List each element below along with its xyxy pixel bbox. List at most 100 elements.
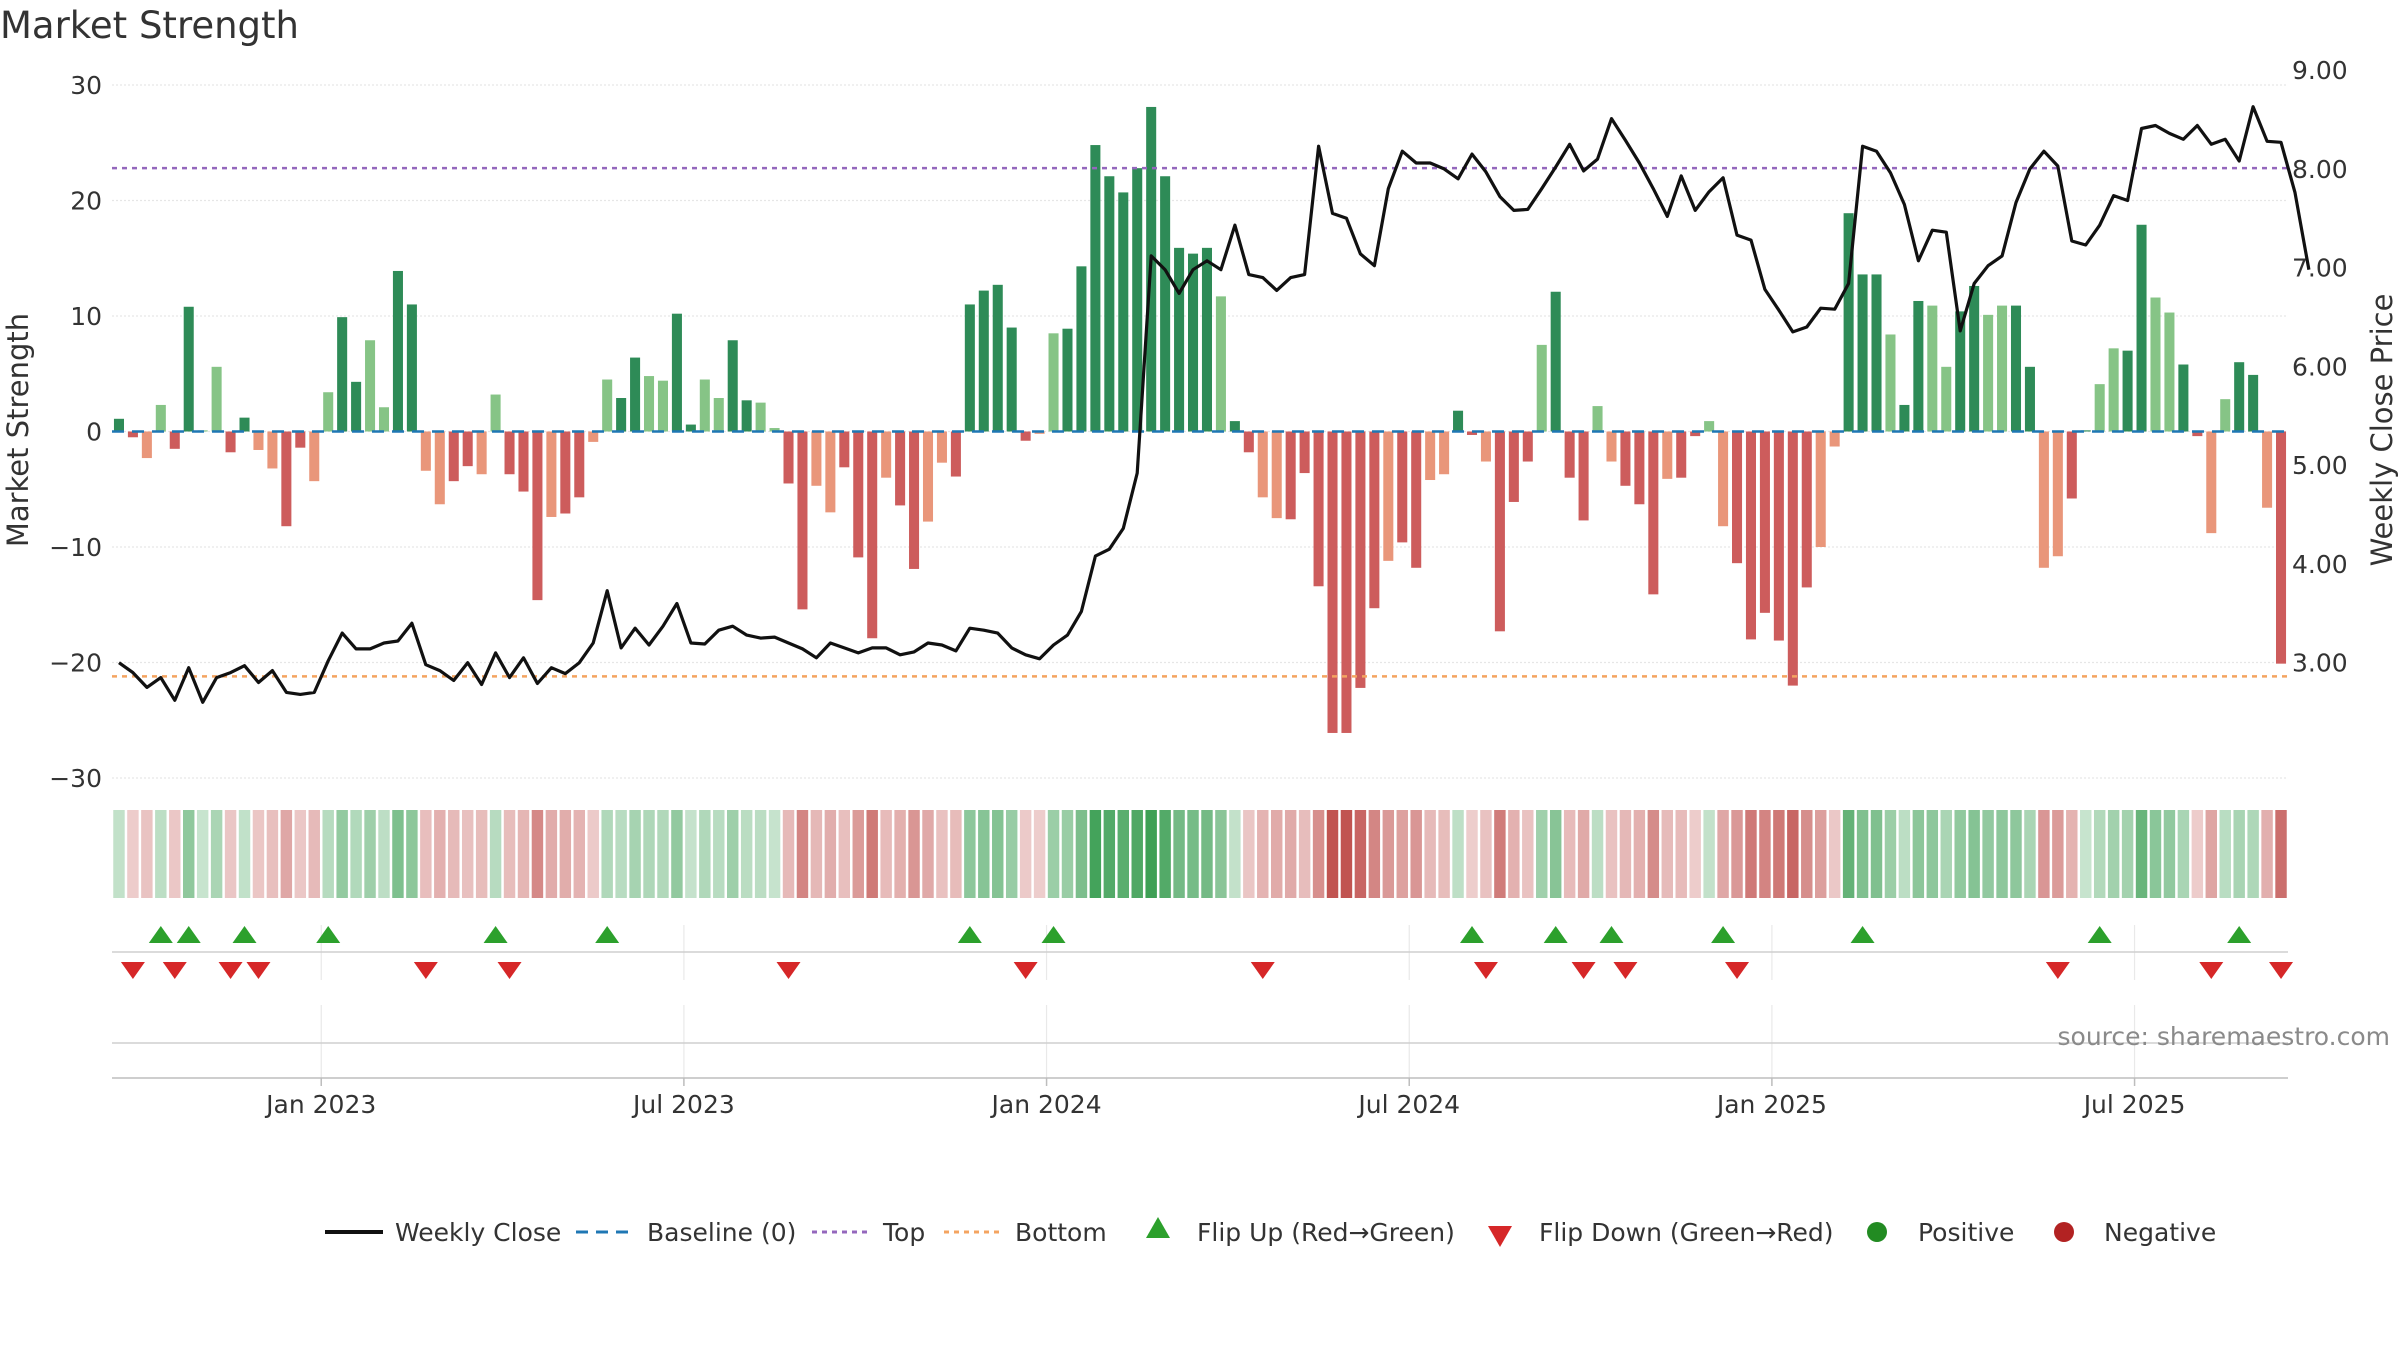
- heat-cell: [1801, 810, 1813, 898]
- heat-cell: [1368, 810, 1381, 898]
- strength-bar-negative: [448, 431, 459, 482]
- strength-bar-positive: [1592, 406, 1603, 432]
- strength-bar-negative: [1425, 431, 1436, 481]
- strength-bar-positive: [365, 340, 376, 432]
- heat-cell: [2247, 810, 2259, 898]
- strength-bar-negative: [1271, 431, 1282, 519]
- heat-cell: [182, 810, 195, 898]
- strength-bar-negative: [225, 431, 236, 453]
- heat-cell: [1549, 810, 1562, 898]
- heat-cell: [113, 810, 125, 898]
- heat-cell: [252, 810, 265, 898]
- heat-cell: [629, 810, 641, 898]
- heat-cell: [880, 810, 892, 898]
- strength-bar-positive: [2024, 366, 2035, 432]
- heat-cell: [1410, 810, 1422, 898]
- heat-cell: [964, 810, 976, 898]
- flip-up-marker: [1850, 926, 1875, 943]
- heat-cell: [1731, 810, 1743, 898]
- strength-bar-negative: [811, 431, 822, 486]
- strength-bar-negative: [1508, 431, 1519, 502]
- strength-bar-negative: [1341, 431, 1352, 733]
- strength-bar-negative: [1494, 431, 1505, 632]
- strength-bar-negative: [1243, 431, 1254, 453]
- heat-cell: [1884, 810, 1897, 898]
- strength-bar-negative: [588, 431, 599, 442]
- heat-cell: [448, 810, 460, 898]
- heat-cell: [1005, 810, 1018, 898]
- heat-cell: [489, 810, 502, 898]
- heat-cell: [824, 810, 837, 898]
- strength-bar-positive: [1453, 410, 1464, 432]
- heat-cell: [2275, 810, 2287, 898]
- strength-bar-positive: [769, 428, 780, 432]
- heat-cell: [517, 810, 530, 898]
- heat-cell: [2261, 810, 2273, 898]
- heat-cell: [1480, 810, 1492, 898]
- flip-down-marker: [1725, 962, 1750, 979]
- strength-bar-positive: [1174, 247, 1185, 432]
- heat-cell: [1145, 810, 1157, 898]
- y-tick-label: 20: [70, 187, 102, 216]
- strength-bar-positive: [1006, 327, 1017, 432]
- strength-bar-positive: [337, 317, 348, 432]
- strength-bar-negative: [1676, 431, 1687, 478]
- heat-cell: [1382, 810, 1395, 898]
- legend-flip-down: Flip Down (Green→Red): [1539, 1218, 1834, 1247]
- strength-bar-positive: [1997, 305, 2008, 432]
- heat-cell: [1940, 810, 1952, 898]
- strength-heat-strip: [113, 810, 2287, 898]
- heat-cell: [545, 810, 558, 898]
- heat-cell: [155, 810, 167, 898]
- strength-bar-negative: [936, 431, 947, 463]
- strength-bar-positive: [1536, 344, 1547, 432]
- heat-cell: [2205, 810, 2218, 898]
- flip-up-marker: [957, 926, 982, 943]
- heat-cell: [1270, 810, 1283, 898]
- strength-bar-negative: [1662, 431, 1673, 479]
- strength-bar-positive: [378, 407, 390, 432]
- strength-bar-negative: [909, 431, 920, 569]
- heat-cell: [1312, 810, 1325, 898]
- heat-cell: [1033, 810, 1046, 898]
- strength-bar-negative: [1327, 431, 1338, 733]
- heat-cell: [796, 810, 809, 898]
- strength-bar-negative: [2066, 431, 2077, 499]
- heat-cell: [1466, 810, 1478, 898]
- heat-cell: [1452, 810, 1464, 898]
- legend-bottom: Bottom: [1015, 1218, 1107, 1247]
- strength-bar-positive: [1913, 300, 1924, 432]
- strength-bar-positive: [1927, 305, 1938, 432]
- heat-cell: [1201, 810, 1213, 898]
- heat-cell: [406, 810, 418, 898]
- heat-cell: [754, 810, 767, 898]
- strength-bar-positive: [1885, 334, 1896, 432]
- heat-cell: [894, 810, 906, 898]
- strength-bar-negative: [2052, 431, 2063, 557]
- heat-cell: [2010, 810, 2022, 898]
- flip-down-marker: [1013, 962, 1038, 979]
- heat-cell: [1577, 810, 1590, 898]
- heat-cell: [336, 810, 348, 898]
- strength-bar-positive: [2122, 350, 2133, 432]
- strength-bar-negative: [169, 431, 180, 449]
- strength-bar-positive: [755, 402, 766, 432]
- heat-cell: [810, 810, 823, 898]
- strength-bar-negative: [141, 431, 152, 459]
- strength-bar-positive: [1160, 176, 1171, 432]
- heat-cell: [838, 810, 851, 898]
- strength-bar-positive: [1983, 314, 1994, 432]
- heat-cell: [936, 810, 948, 898]
- flip-down-marker: [413, 962, 438, 979]
- y2-tick-label: 3.00: [2292, 649, 2348, 678]
- heat-cell: [2024, 810, 2036, 898]
- strength-bar-positive: [657, 380, 668, 432]
- flip-down-marker: [1473, 962, 1498, 979]
- flip-up-marker: [483, 926, 508, 943]
- heat-cell: [1424, 810, 1436, 898]
- heat-cell: [1926, 810, 1939, 898]
- strength-bar-positive: [211, 366, 222, 432]
- y-axis-left: 30 20 10 0 −10 −20 −30: [49, 71, 102, 793]
- y2-tick-label: 5.00: [2292, 451, 2348, 480]
- heat-cell: [1131, 810, 1143, 898]
